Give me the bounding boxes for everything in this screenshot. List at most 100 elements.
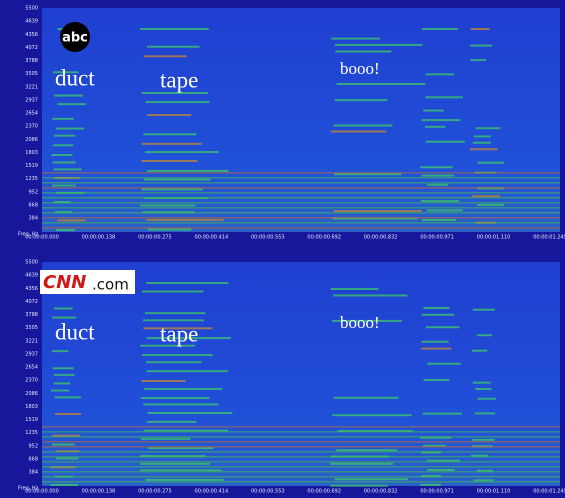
harmonic-band bbox=[424, 379, 450, 381]
y-tick-label: 3221 bbox=[25, 84, 38, 90]
y-tick-label: 668 bbox=[28, 202, 38, 208]
harmonic-band bbox=[334, 397, 399, 399]
harmonic-band bbox=[472, 439, 495, 441]
low-band bbox=[42, 222, 560, 224]
harmonic-band bbox=[471, 28, 490, 30]
harmonic-band bbox=[470, 45, 492, 47]
low-band bbox=[42, 431, 560, 433]
harmonic-band bbox=[142, 143, 202, 145]
harmonic-band bbox=[144, 388, 222, 390]
harmonic-band bbox=[147, 370, 228, 372]
y-tick-label: 1519 bbox=[25, 417, 38, 423]
harmonic-band bbox=[425, 126, 445, 128]
low-band bbox=[42, 481, 560, 483]
x-tick-label: 00:00:01.249 bbox=[533, 489, 565, 495]
low-band bbox=[42, 177, 560, 179]
x-tick-label: 00:00:00.414 bbox=[195, 489, 229, 495]
harmonic-band bbox=[473, 309, 495, 311]
harmonic-band bbox=[335, 50, 391, 52]
y-tick-label: 4072 bbox=[25, 299, 38, 305]
y-tick-label: 2654 bbox=[25, 365, 38, 371]
y-tick-label: 5500 bbox=[25, 6, 38, 12]
low-band bbox=[42, 441, 560, 443]
harmonic-band bbox=[52, 350, 69, 352]
harmonic-band bbox=[54, 307, 73, 309]
harmonic-band bbox=[146, 101, 210, 103]
y-tick-label: 3505 bbox=[25, 71, 38, 77]
harmonic-band bbox=[331, 130, 387, 132]
harmonic-band bbox=[141, 380, 185, 382]
y-tick-label: 3505 bbox=[25, 325, 38, 331]
harmonic-band bbox=[421, 348, 451, 350]
harmonic-band bbox=[147, 46, 199, 48]
harmonic-band bbox=[422, 175, 454, 177]
harmonic-band bbox=[50, 484, 78, 486]
y-tick-label: 384 bbox=[28, 470, 38, 476]
x-tick-label: 00:00:01.110 bbox=[477, 235, 511, 241]
harmonic-band bbox=[420, 166, 452, 168]
harmonic-band bbox=[477, 162, 504, 164]
annotation: booo! bbox=[340, 313, 380, 332]
page: abcducttapebooo!550046394356407237883505… bbox=[0, 0, 565, 498]
x-tick-label: 00:00:00.692 bbox=[307, 489, 341, 495]
harmonic-band bbox=[331, 38, 380, 40]
harmonic-band bbox=[54, 374, 75, 376]
harmonic-band bbox=[54, 95, 83, 97]
harmonic-band bbox=[143, 403, 218, 405]
harmonic-band bbox=[335, 44, 423, 46]
low-band bbox=[42, 197, 560, 199]
harmonic-band bbox=[145, 312, 205, 314]
y-tick-label: 4639 bbox=[25, 19, 38, 25]
x-tick-label: 00:00:00.138 bbox=[82, 235, 116, 241]
y-tick-label: 1519 bbox=[25, 163, 38, 169]
low-band bbox=[42, 466, 560, 468]
spectrogram-figure: abcducttapebooo!550046394356407237883505… bbox=[0, 0, 565, 498]
x-tick-label: 00:00:00.000 bbox=[25, 489, 59, 495]
harmonic-band bbox=[335, 99, 388, 101]
harmonic-band bbox=[427, 184, 448, 186]
harmonic-band bbox=[422, 28, 458, 30]
low-band bbox=[42, 436, 560, 438]
logo-text: CNN bbox=[43, 272, 86, 293]
harmonic-band bbox=[53, 144, 73, 146]
harmonic-band bbox=[53, 161, 76, 163]
harmonic-band bbox=[333, 294, 407, 296]
harmonic-band bbox=[475, 412, 495, 414]
low-band bbox=[42, 426, 560, 428]
harmonic-band bbox=[146, 282, 228, 284]
harmonic-band bbox=[427, 363, 461, 365]
low-band bbox=[42, 187, 560, 189]
harmonic-band bbox=[54, 382, 70, 384]
harmonic-band bbox=[332, 414, 411, 416]
harmonic-band bbox=[147, 170, 229, 172]
harmonic-band bbox=[425, 73, 454, 75]
harmonic-band bbox=[335, 478, 409, 480]
y-tick-label: 4356 bbox=[25, 32, 38, 38]
harmonic-band bbox=[422, 314, 454, 316]
x-tick-label: 00:00:00.971 bbox=[420, 235, 454, 241]
harmonic-band bbox=[141, 438, 191, 440]
y-tick-label: 1235 bbox=[25, 430, 38, 436]
low-band bbox=[42, 192, 560, 194]
logo-text: abc bbox=[62, 31, 88, 46]
harmonic-band bbox=[141, 188, 202, 190]
y-tick-label: 952 bbox=[28, 443, 38, 449]
harmonic-band bbox=[52, 185, 76, 187]
y-tick-label: 5500 bbox=[25, 260, 38, 266]
harmonic-band bbox=[336, 449, 397, 451]
harmonic-band bbox=[331, 288, 379, 290]
harmonic-band bbox=[421, 341, 448, 343]
harmonic-band bbox=[420, 484, 441, 486]
harmonic-band bbox=[427, 469, 454, 471]
y-tick-label: 2086 bbox=[25, 391, 38, 397]
harmonic-band bbox=[472, 350, 488, 352]
harmonic-band bbox=[423, 413, 462, 415]
x-tick-label: 00:00:01.110 bbox=[477, 489, 511, 495]
harmonic-band bbox=[55, 396, 81, 398]
low-band bbox=[42, 471, 560, 473]
x-tick-label: 00:00:00.692 bbox=[307, 235, 341, 241]
harmonic-band bbox=[56, 128, 84, 130]
harmonic-band bbox=[475, 388, 491, 390]
y-tick-label: 2937 bbox=[25, 97, 38, 103]
y-tick-label: 2086 bbox=[25, 137, 38, 143]
